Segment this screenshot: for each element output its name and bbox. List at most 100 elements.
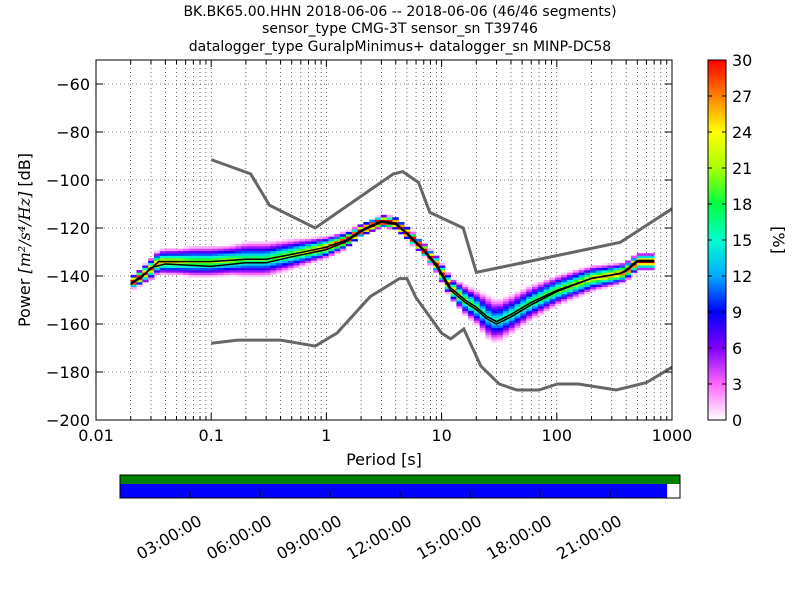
histogram-cell (270, 246, 277, 249)
histogram-cell (555, 279, 562, 283)
histogram-cell (572, 277, 580, 280)
histogram-cell (456, 286, 463, 290)
histogram-cell (281, 250, 289, 254)
histogram-cell (532, 306, 539, 309)
histogram-cell (310, 238, 318, 242)
histogram-cell (217, 270, 225, 273)
histogram-cell (421, 246, 428, 249)
histogram-cell (613, 262, 620, 266)
histogram-cell (398, 231, 405, 235)
histogram-cell (159, 253, 167, 256)
histogram-cell (386, 217, 393, 220)
histogram-cell (485, 330, 492, 333)
histogram-cell (177, 265, 184, 268)
histogram-cell (153, 272, 161, 276)
histogram-cell (334, 248, 341, 252)
histogram-cell (479, 315, 486, 319)
histogram-cell (485, 325, 492, 328)
histogram-cell (340, 234, 347, 237)
histogram-cell (619, 265, 626, 268)
histogram-cell (630, 265, 638, 268)
histogram-cell (526, 296, 533, 300)
histogram-cell (625, 265, 632, 268)
histogram-cell (194, 274, 201, 278)
histogram-cell (212, 262, 219, 266)
histogram-cell (258, 260, 265, 264)
histogram-cell (491, 315, 498, 319)
histogram-cell (241, 250, 248, 254)
histogram-cell (212, 270, 219, 273)
low-noise-model-line (211, 277, 672, 392)
histogram-cell (200, 253, 207, 256)
histogram-cell (305, 241, 312, 244)
histogram-cell (508, 301, 516, 304)
histogram-cell (159, 250, 167, 254)
histogram-cell (293, 260, 300, 264)
histogram-cell (188, 270, 196, 273)
histogram-cell (340, 231, 347, 235)
histogram-cell (566, 282, 574, 285)
histogram-cell (613, 270, 620, 273)
axes-ticks: 0.01 0.1 1 10 100 1000 −200 −180 −160 −140 −120 −10… (46, 60, 692, 445)
histogram-cell (625, 270, 632, 273)
histogram-cell (590, 289, 597, 292)
histogram-cell (555, 284, 562, 288)
histogram-cell (549, 284, 556, 288)
histogram-cell (229, 258, 236, 261)
histogram-cell (270, 258, 277, 261)
histogram-cell (555, 296, 562, 300)
histogram-cell (491, 327, 498, 331)
histogram-cell (188, 262, 196, 266)
chart-title-line-2: sensor_type CMG-3T sensor_sn T39746 (262, 21, 538, 37)
histogram-cell (485, 339, 492, 343)
histogram-cell (532, 310, 539, 314)
histogram-cell (491, 339, 498, 343)
histogram-cell (183, 253, 190, 256)
histogram-cell (479, 330, 486, 333)
histogram-cell (502, 327, 510, 331)
histogram-cell (572, 284, 580, 288)
histogram-cell (578, 277, 585, 280)
histogram-cell (200, 248, 207, 252)
histogram-cell (537, 286, 545, 290)
histogram-cell (549, 296, 556, 300)
histogram-cell (299, 265, 306, 268)
histogram-cell (543, 286, 550, 290)
histogram-cell (532, 284, 539, 288)
histogram-cell (532, 286, 539, 290)
histogram-cell (206, 255, 213, 259)
histogram-cell (229, 246, 236, 249)
histogram-cell (578, 270, 585, 273)
histogram-cell (601, 272, 609, 276)
histogram-cell (485, 306, 492, 309)
histogram-cell (630, 267, 638, 271)
histogram-cell (165, 248, 172, 252)
histogram-cell (601, 262, 609, 266)
histogram-cell (549, 289, 556, 292)
histogram-cell (293, 248, 300, 252)
histogram-cell (537, 310, 545, 314)
histogram-cell (561, 284, 568, 288)
histogram-cell (613, 282, 620, 285)
histogram-cell (281, 258, 289, 261)
histogram-cell (153, 258, 161, 261)
histogram-cell (177, 270, 184, 273)
coverage-tick-label: 21:00:00 (553, 511, 625, 563)
histogram-cell (310, 253, 318, 256)
histogram-cell (270, 238, 277, 242)
histogram-cell (514, 327, 521, 331)
histogram-cell (252, 262, 260, 266)
histogram-cell (252, 270, 260, 273)
histogram-cell (398, 222, 405, 225)
histogram-cell (555, 301, 562, 304)
histogram-cell (468, 306, 475, 309)
histogram-cell (200, 262, 207, 266)
histogram-cell (561, 279, 568, 283)
histogram-cell (340, 246, 347, 249)
x-axis-label: Period [s] (346, 450, 422, 469)
histogram-cell (630, 258, 638, 261)
histogram-cell (212, 250, 219, 254)
histogram-cell (566, 270, 574, 273)
histogram-cell (206, 270, 213, 273)
histogram-cell (142, 282, 149, 285)
